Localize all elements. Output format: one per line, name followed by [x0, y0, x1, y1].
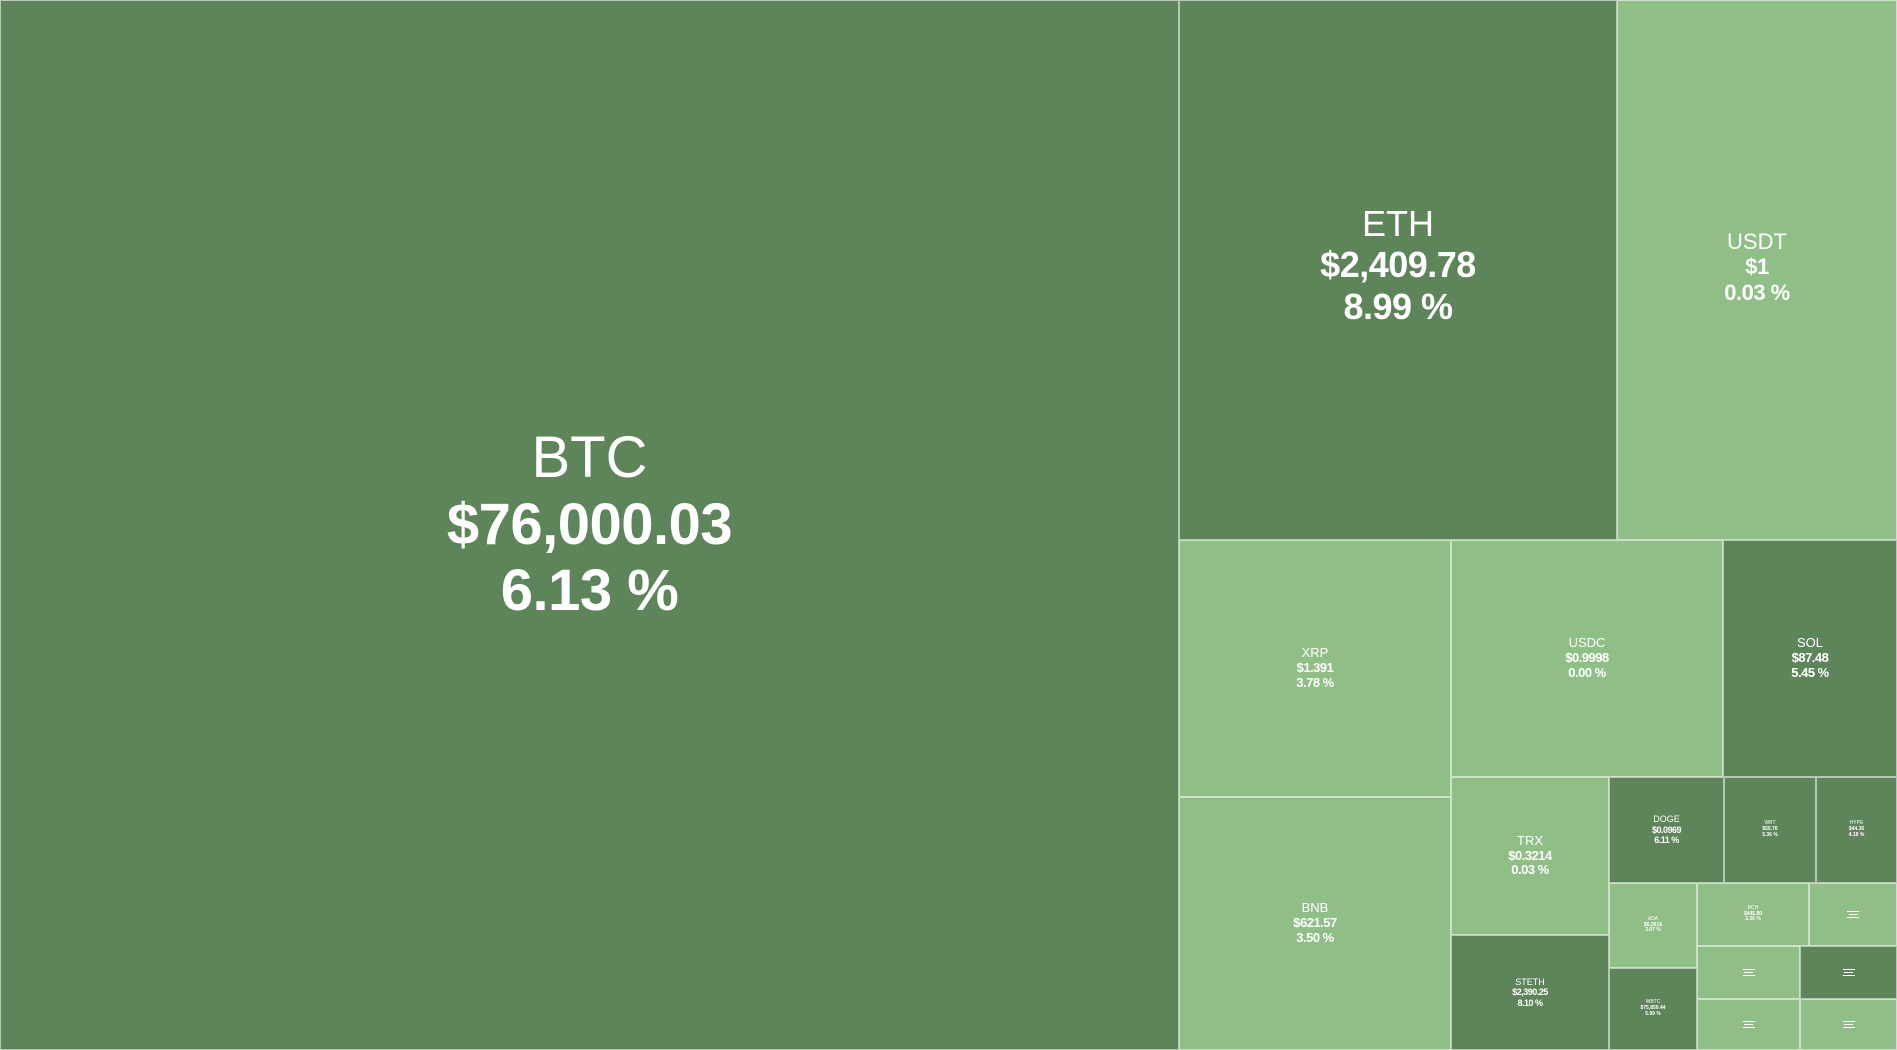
tile-trx[interactable]: TRX $0.3214 0.03 % [1451, 777, 1609, 935]
tile-minified-label-icon [1842, 969, 1855, 976]
tile-hype[interactable]: HYPE $44.36 4.18 % [1816, 777, 1897, 883]
tile-change: 5.45 % [1791, 664, 1829, 680]
tile-xrp[interactable]: XRP $1.391 3.78 % [1179, 540, 1451, 797]
tile-change: 5.99 % [1645, 1010, 1661, 1017]
tile-small-d[interactable] [1697, 999, 1800, 1050]
tile-usdc[interactable]: USDC $0.9998 0.00 % [1451, 540, 1723, 777]
tile-price: $75,859.44 [1640, 1005, 1666, 1012]
tile-steth[interactable]: STETH $2,390.25 8.10 % [1451, 935, 1609, 1050]
tile-change: 6.11 % [1654, 835, 1679, 846]
tile-price: $1 [1745, 254, 1769, 280]
tile-doge[interactable]: DOGE $0.0969 6.11 % [1609, 777, 1724, 883]
tile-symbol: BNB [1301, 900, 1329, 916]
tile-symbol: BTC [531, 424, 648, 490]
tile-symbol: WBT [1764, 820, 1776, 827]
tile-symbol: ETH [1362, 203, 1434, 244]
tile-change: 4.18 % [1848, 831, 1865, 838]
tile-ada[interactable]: ADA $0.2618 3.07 % [1609, 883, 1697, 968]
tile-change: 8.99 % [1343, 285, 1453, 327]
tile-small-e[interactable] [1800, 999, 1897, 1050]
tile-price: $445.80 [1743, 910, 1763, 917]
tile-change: 6.13 % [500, 558, 679, 624]
tile-symbol: SOL [1796, 635, 1823, 651]
tile-symbol: WBTC [1645, 999, 1661, 1006]
tile-minified-label-icon [1847, 911, 1859, 918]
tile-symbol: ADA [1647, 915, 1659, 922]
tile-small-a[interactable] [1809, 883, 1897, 946]
tile-change: 0.03 % [1511, 862, 1549, 878]
tile-price: $0.0969 [1651, 824, 1682, 835]
tile-symbol: STETH [1515, 976, 1545, 987]
tile-small-c[interactable] [1800, 946, 1897, 999]
tile-minified-label-icon [1742, 969, 1755, 976]
tile-symbol: USDC [1568, 635, 1606, 651]
tile-wbtc[interactable]: WBTC $75,859.44 5.99 % [1609, 968, 1697, 1050]
tile-symbol: XRP [1301, 645, 1329, 661]
tile-change: 3.78 % [1296, 674, 1334, 690]
tile-symbol: BCH [1747, 904, 1759, 911]
tile-btc[interactable]: BTC $76,000.03 6.13 % [0, 0, 1179, 1050]
tile-eth[interactable]: ETH $2,409.78 8.99 % [1179, 0, 1617, 540]
tile-change: 5.36 % [1762, 831, 1778, 838]
tile-price: $621.57 [1293, 915, 1337, 931]
tile-symbol: HYPE [1849, 820, 1864, 827]
tile-change: 3.50 % [1296, 929, 1334, 945]
tile-price: $0.9998 [1565, 650, 1609, 666]
tile-symbol: DOGE [1653, 814, 1680, 825]
tile-change: 3.07 % [1645, 927, 1661, 934]
tile-bch[interactable]: BCH $445.80 3.36 % [1697, 883, 1809, 946]
tile-price: $2,409.78 [1320, 244, 1476, 286]
tile-price: $0.2618 [1643, 921, 1663, 928]
tile-change: 0.03 % [1724, 279, 1790, 305]
tile-wbt[interactable]: WBT $55.76 5.36 % [1724, 777, 1816, 883]
tile-sol[interactable]: SOL $87.48 5.45 % [1723, 540, 1897, 777]
tile-bnb[interactable]: BNB $621.57 3.50 % [1179, 797, 1451, 1050]
tile-price: $55.76 [1762, 826, 1778, 833]
tile-price: $1.391 [1296, 660, 1334, 676]
tile-change: 8.10 % [1517, 997, 1543, 1008]
tile-change: 0.00 % [1568, 664, 1606, 680]
tile-price: $76,000.03 [446, 491, 733, 557]
tile-price: $87.48 [1791, 650, 1829, 666]
tile-price: $44.36 [1848, 826, 1865, 833]
tile-minified-label-icon [1842, 1021, 1855, 1028]
tile-symbol: USDT [1727, 229, 1787, 254]
tile-price: $0.3214 [1508, 847, 1552, 863]
tile-price: $2,390.25 [1512, 987, 1548, 998]
tile-small-b[interactable] [1697, 946, 1800, 999]
tile-minified-label-icon [1742, 1021, 1755, 1028]
tile-change: 3.36 % [1745, 916, 1761, 923]
tile-usdt[interactable]: USDT $1 0.03 % [1617, 0, 1897, 540]
tile-symbol: TRX [1517, 832, 1543, 848]
